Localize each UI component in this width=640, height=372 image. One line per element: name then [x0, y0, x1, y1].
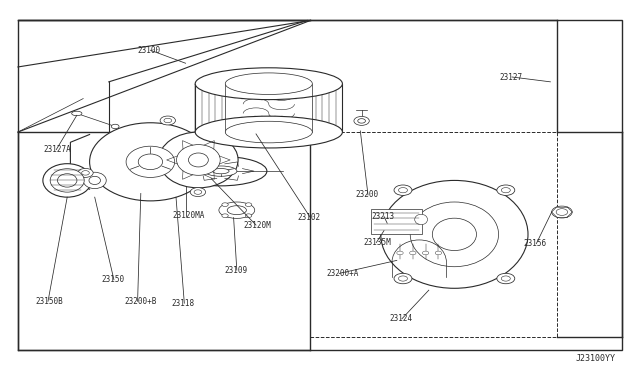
Circle shape [222, 203, 228, 206]
Circle shape [245, 214, 252, 218]
Ellipse shape [433, 218, 476, 251]
Circle shape [556, 209, 568, 215]
Circle shape [164, 118, 172, 123]
Ellipse shape [189, 153, 209, 167]
Text: 23100: 23100 [138, 46, 161, 55]
Text: 23127A: 23127A [44, 145, 71, 154]
Circle shape [501, 276, 510, 281]
Circle shape [222, 214, 228, 218]
Ellipse shape [138, 154, 163, 170]
Circle shape [194, 190, 202, 194]
Circle shape [160, 116, 175, 125]
Circle shape [501, 187, 510, 193]
Text: 23135M: 23135M [364, 238, 391, 247]
Circle shape [497, 273, 515, 284]
Circle shape [190, 187, 205, 196]
Ellipse shape [227, 206, 246, 215]
Text: 23200: 23200 [355, 190, 378, 199]
Ellipse shape [381, 180, 528, 288]
Ellipse shape [126, 146, 175, 177]
Ellipse shape [72, 111, 82, 116]
Circle shape [394, 273, 412, 284]
Circle shape [422, 251, 429, 255]
Ellipse shape [225, 121, 312, 143]
Circle shape [399, 187, 408, 193]
Circle shape [397, 251, 403, 255]
Bar [18, 20, 622, 350]
Ellipse shape [43, 164, 92, 197]
Ellipse shape [89, 176, 100, 185]
Ellipse shape [195, 116, 342, 148]
Text: 23127: 23127 [499, 73, 522, 81]
Text: 23120MA: 23120MA [173, 211, 205, 220]
Circle shape [354, 116, 369, 125]
Text: 23150B: 23150B [35, 297, 63, 306]
Circle shape [358, 119, 365, 123]
Circle shape [497, 185, 515, 195]
Circle shape [410, 251, 416, 255]
Text: 23200+B: 23200+B [125, 297, 157, 306]
Circle shape [78, 169, 93, 177]
Ellipse shape [90, 123, 211, 201]
Circle shape [82, 171, 90, 175]
Text: 23109: 23109 [224, 266, 247, 275]
Bar [310, 132, 557, 337]
Circle shape [435, 251, 442, 255]
Text: 23213: 23213 [371, 212, 394, 221]
Ellipse shape [205, 166, 237, 176]
Ellipse shape [50, 169, 84, 192]
Ellipse shape [225, 73, 312, 94]
Text: 23156: 23156 [524, 239, 547, 248]
Ellipse shape [212, 169, 229, 174]
Text: 23150: 23150 [101, 275, 124, 284]
Circle shape [399, 276, 408, 281]
Ellipse shape [177, 145, 220, 175]
Ellipse shape [195, 68, 342, 100]
Circle shape [245, 203, 252, 206]
Ellipse shape [58, 174, 77, 187]
Ellipse shape [175, 156, 267, 186]
Ellipse shape [159, 132, 238, 188]
Bar [371, 209, 422, 234]
Ellipse shape [410, 202, 499, 267]
Ellipse shape [219, 202, 255, 218]
Circle shape [394, 185, 412, 195]
Text: 23102: 23102 [298, 213, 321, 222]
Ellipse shape [415, 214, 428, 225]
Circle shape [111, 124, 119, 129]
Text: 23200+A: 23200+A [326, 269, 359, 278]
Circle shape [552, 206, 572, 218]
Text: 23124: 23124 [389, 314, 412, 323]
Text: 23120M: 23120M [243, 221, 271, 230]
Text: J23100YY: J23100YY [576, 354, 616, 363]
Ellipse shape [83, 172, 106, 189]
Text: 23118: 23118 [172, 299, 195, 308]
